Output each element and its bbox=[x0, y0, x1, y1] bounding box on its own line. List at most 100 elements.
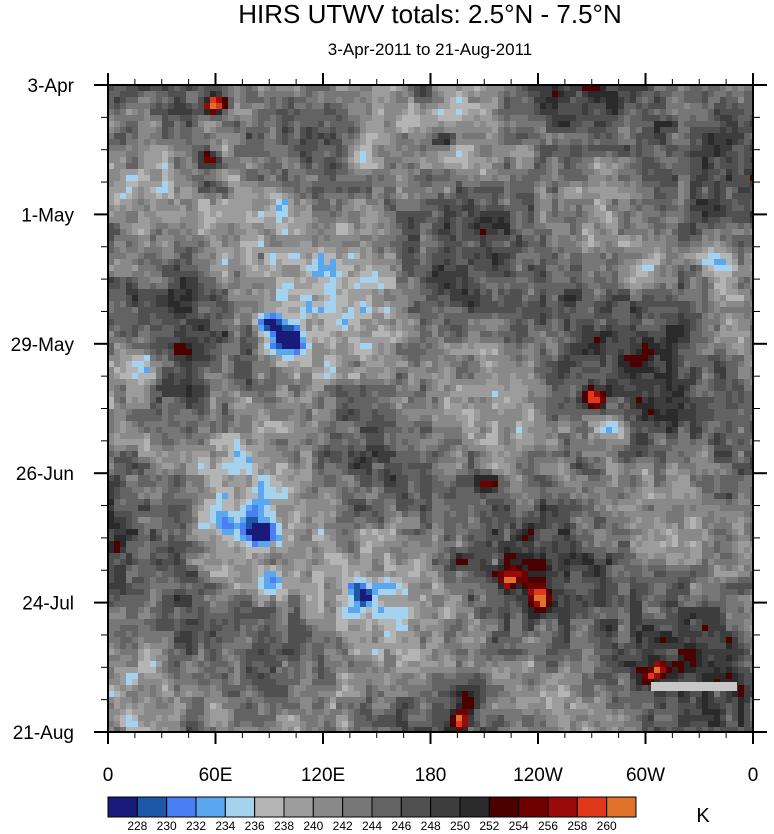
heatmap-cell bbox=[198, 187, 205, 194]
heatmap-cell bbox=[660, 133, 667, 140]
heatmap-cell bbox=[288, 91, 295, 98]
heatmap-cell bbox=[474, 169, 481, 176]
heatmap-cell bbox=[594, 271, 601, 278]
heatmap-cell bbox=[408, 97, 415, 104]
heatmap-cell bbox=[246, 355, 253, 362]
heatmap-cell bbox=[336, 217, 343, 224]
heatmap-cell bbox=[198, 319, 205, 326]
heatmap-cell bbox=[402, 325, 409, 332]
heatmap-cell bbox=[498, 121, 505, 128]
heatmap-cell bbox=[186, 289, 193, 296]
heatmap-cell bbox=[474, 343, 481, 350]
heatmap-cell bbox=[186, 307, 193, 314]
heatmap-cell bbox=[384, 319, 391, 326]
heatmap-cell bbox=[180, 307, 187, 314]
heatmap-cell bbox=[546, 133, 553, 140]
heatmap-cell bbox=[258, 283, 265, 290]
heatmap-cell bbox=[378, 313, 385, 320]
heatmap-cell bbox=[552, 115, 559, 122]
heatmap-cell bbox=[672, 205, 679, 212]
heatmap-cell bbox=[600, 151, 607, 158]
heatmap-cell bbox=[594, 91, 601, 98]
heatmap-cell bbox=[234, 85, 241, 92]
heatmap-cell bbox=[504, 223, 511, 230]
heatmap-cell bbox=[402, 151, 409, 158]
heatmap-cell bbox=[516, 193, 523, 200]
heatmap-cell bbox=[606, 259, 613, 266]
heatmap-cell bbox=[282, 265, 289, 272]
heatmap-cell bbox=[300, 247, 307, 254]
heatmap-cell bbox=[402, 253, 409, 260]
heatmap-cell bbox=[606, 139, 613, 146]
heatmap-cell bbox=[750, 241, 753, 248]
heatmap-cell bbox=[240, 337, 247, 344]
heatmap-cell bbox=[702, 247, 709, 254]
heatmap-cell bbox=[480, 199, 487, 206]
heatmap-cell bbox=[372, 283, 379, 290]
heatmap-cell bbox=[540, 145, 547, 152]
heatmap-cell bbox=[606, 301, 613, 308]
heatmap-cell bbox=[618, 211, 625, 218]
heatmap-cell bbox=[624, 91, 631, 98]
heatmap-cell bbox=[180, 265, 187, 272]
heatmap-cell bbox=[612, 247, 619, 254]
heatmap-cell bbox=[258, 319, 265, 326]
heatmap-cell bbox=[354, 259, 361, 266]
heatmap-cell bbox=[432, 301, 439, 308]
heatmap-cell bbox=[252, 109, 259, 116]
heatmap-cell bbox=[240, 91, 247, 98]
heatmap-cell bbox=[258, 247, 265, 254]
heatmap-cell bbox=[174, 205, 181, 212]
heatmap-cell bbox=[414, 337, 421, 344]
heatmap-cell bbox=[702, 313, 709, 320]
heatmap-cell bbox=[576, 319, 583, 326]
heatmap-cell bbox=[150, 85, 157, 92]
heatmap-cell bbox=[612, 337, 619, 344]
heatmap-cell bbox=[600, 355, 607, 362]
heatmap-cell bbox=[474, 97, 481, 104]
heatmap-cell bbox=[618, 169, 625, 176]
heatmap-cell bbox=[606, 163, 613, 170]
heatmap-cell bbox=[708, 175, 715, 182]
heatmap-cell bbox=[294, 337, 301, 344]
heatmap-cell bbox=[714, 289, 721, 296]
heatmap-cell bbox=[480, 175, 487, 182]
heatmap-cell bbox=[714, 349, 721, 356]
heatmap-cell bbox=[186, 337, 193, 344]
heatmap-cell bbox=[642, 277, 649, 284]
heatmap-cell bbox=[384, 295, 391, 302]
heatmap-cell bbox=[312, 223, 319, 230]
heatmap-cell bbox=[306, 109, 313, 116]
heatmap-cell bbox=[216, 85, 223, 92]
heatmap-cell bbox=[396, 85, 403, 92]
heatmap-cell bbox=[216, 199, 223, 206]
heatmap-cell bbox=[180, 319, 187, 326]
heatmap-cell bbox=[210, 121, 217, 128]
heatmap-cell bbox=[540, 199, 547, 206]
heatmap-cell bbox=[402, 289, 409, 296]
heatmap-cell bbox=[510, 193, 517, 200]
heatmap-cell bbox=[630, 181, 637, 188]
heatmap-cell bbox=[456, 289, 463, 296]
heatmap-cell bbox=[276, 247, 283, 254]
heatmap-cell bbox=[450, 313, 457, 320]
heatmap-cell bbox=[462, 277, 469, 284]
heatmap-cell bbox=[354, 205, 361, 212]
heatmap-cell bbox=[738, 145, 745, 152]
heatmap-cell bbox=[258, 253, 265, 260]
heatmap-cell bbox=[228, 343, 235, 350]
heatmap-cell bbox=[138, 181, 145, 188]
heatmap-cell bbox=[318, 289, 325, 296]
heatmap-cell bbox=[474, 331, 481, 338]
heatmap-cell bbox=[480, 241, 487, 248]
heatmap-cell bbox=[624, 127, 631, 134]
heatmap-cell bbox=[588, 241, 595, 248]
heatmap-cell bbox=[462, 169, 469, 176]
heatmap-cell bbox=[504, 151, 511, 158]
heatmap-cell bbox=[498, 157, 505, 164]
heatmap-cell bbox=[582, 139, 589, 146]
heatmap-cell bbox=[162, 247, 169, 254]
heatmap-cell bbox=[168, 289, 175, 296]
heatmap-cell bbox=[732, 253, 739, 260]
heatmap-cell bbox=[282, 229, 289, 236]
